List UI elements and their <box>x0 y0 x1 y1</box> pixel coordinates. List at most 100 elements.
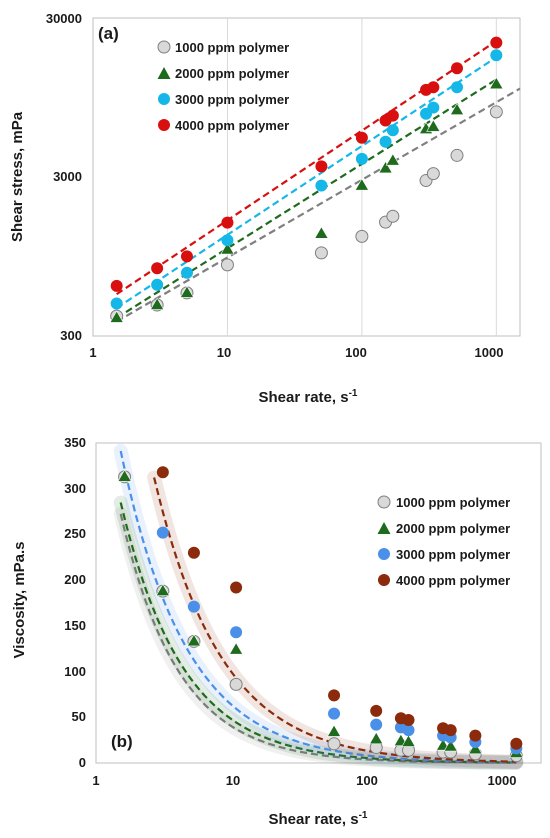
data-point <box>156 526 169 539</box>
data-point <box>151 262 164 275</box>
data-point <box>469 729 482 742</box>
data-point <box>355 229 369 243</box>
data-point <box>468 741 483 755</box>
data-point <box>228 642 244 655</box>
data-point <box>451 62 464 75</box>
data-point <box>229 677 243 691</box>
data-point <box>187 546 200 559</box>
y-tick-label: 3000 <box>53 169 82 184</box>
y-axis-label-a: Shear stress, mPa <box>9 111 26 242</box>
y-tick-label: 100 <box>64 664 86 679</box>
data-point <box>326 724 342 737</box>
data-point <box>156 466 169 479</box>
y-tick-label: 30000 <box>46 11 82 26</box>
data-point <box>355 131 368 144</box>
y-axis-label-b: Viscosity, mPa.s <box>11 541 28 658</box>
data-point <box>379 135 392 148</box>
data-point <box>220 242 235 255</box>
data-point <box>427 101 440 114</box>
x-tick-label: 100 <box>356 773 378 788</box>
trend-line <box>119 450 517 764</box>
data-point <box>443 739 458 752</box>
x-ticks-b: 1 10 100 1000 <box>92 773 516 788</box>
data-point <box>426 119 441 132</box>
legend-item: 3000 ppm polymer <box>158 92 289 107</box>
data-point <box>426 167 440 181</box>
legend-item: 4000 ppm polymer <box>378 573 510 588</box>
data-point <box>110 297 123 310</box>
legend-item: 4000 ppm polymer <box>158 118 289 133</box>
data-point <box>221 216 234 229</box>
data-point <box>402 714 415 727</box>
data-point <box>355 152 368 165</box>
data-point <box>386 109 399 122</box>
data-point <box>369 731 384 745</box>
data-point <box>354 178 370 191</box>
data-point <box>402 724 415 737</box>
trend-line <box>153 477 517 763</box>
y-ticks-a: 300 3000 30000 <box>46 11 82 343</box>
legend-label: 3000 ppm polymer <box>175 92 289 107</box>
plot-area-b <box>95 442 542 764</box>
x-tick-label: 1 <box>92 773 99 788</box>
x-tick-label: 10 <box>226 773 240 788</box>
data-points-a <box>109 36 504 323</box>
x-axis-label-a: Shear rate, s-1 <box>259 388 358 406</box>
data-point <box>109 310 124 323</box>
data-point <box>386 209 400 223</box>
legend-item: 2000 ppm polymer <box>377 521 510 536</box>
data-point <box>490 49 503 62</box>
trend-line <box>116 56 497 309</box>
y-tick-label: 50 <box>72 709 86 724</box>
legend-label: 3000 ppm polymer <box>396 547 510 562</box>
legend-label: 2000 ppm polymer <box>175 66 289 81</box>
data-point <box>314 246 328 260</box>
data-point <box>110 279 123 292</box>
data-point <box>314 226 329 239</box>
data-point <box>450 148 464 162</box>
data-point <box>489 105 503 119</box>
data-point <box>449 102 465 115</box>
panel-label-b: (b) <box>111 732 133 751</box>
legend-marker <box>158 93 170 105</box>
legend-marker <box>157 67 171 79</box>
x-tick-label: 10 <box>217 345 231 360</box>
legend-label: 2000 ppm polymer <box>396 521 510 536</box>
legend-marker <box>377 522 391 534</box>
data-point <box>315 160 328 173</box>
legend-item: 1000 ppm polymer <box>377 495 510 510</box>
data-point <box>230 626 243 639</box>
chart-viscosity: 0 50 100 150 200 250 300 350 1 10 100 10… <box>11 435 542 828</box>
y-tick-label: 300 <box>64 481 86 496</box>
data-point <box>378 160 393 174</box>
data-point <box>451 81 464 94</box>
data-point <box>490 36 503 49</box>
data-points-b <box>117 466 524 763</box>
x-ticks-a: 1 10 100 1000 <box>89 345 503 360</box>
data-point <box>187 600 200 613</box>
data-point <box>230 581 243 594</box>
data-point <box>427 81 440 94</box>
trend-line <box>116 87 521 323</box>
data-point <box>220 258 234 272</box>
x-tick-label: 1000 <box>488 773 517 788</box>
data-point <box>370 718 383 731</box>
data-point <box>180 266 193 279</box>
panel-label-a: (a) <box>98 24 119 43</box>
data-point <box>150 297 165 310</box>
data-point <box>489 76 504 90</box>
y-tick-label: 250 <box>64 526 86 541</box>
data-point <box>151 278 164 291</box>
data-point <box>117 469 132 482</box>
y-tick-label: 300 <box>60 328 82 343</box>
legend-label: 1000 ppm polymer <box>175 40 289 55</box>
x-tick-label: 100 <box>345 345 367 360</box>
x-axis-label-b: Shear rate, s-1 <box>269 810 368 828</box>
data-point <box>328 707 341 720</box>
legend-item: 1000 ppm polymer <box>157 40 289 55</box>
data-point <box>180 250 193 263</box>
data-point <box>385 153 400 166</box>
legend-marker <box>378 574 390 586</box>
legend-marker <box>377 495 391 509</box>
